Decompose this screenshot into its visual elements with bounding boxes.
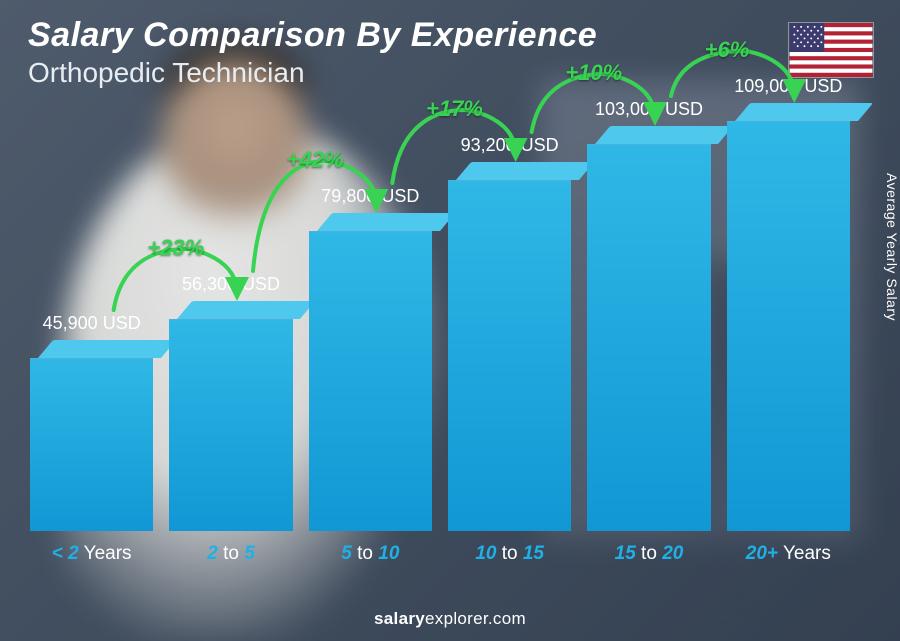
bar-value-label: 109,000 USD: [690, 76, 887, 97]
bar-topcap: [735, 103, 873, 121]
page-title: Salary Comparison By Experience: [28, 16, 597, 55]
bar-topcap: [38, 340, 176, 358]
bar-slot: 45,900 USD< 2 Years: [30, 340, 153, 531]
bar-body: [169, 319, 292, 531]
page-subtitle: Orthopedic Technician: [28, 57, 597, 89]
bar-value-label: 103,000 USD: [550, 99, 747, 120]
bar-topcap: [317, 213, 455, 231]
footer-attribution: salaryexplorer.com: [0, 609, 900, 629]
footer-brand-bold: salary: [374, 609, 425, 628]
footer-brand-rest: explorer.com: [425, 609, 526, 628]
infographic-canvas: Salary Comparison By Experience Orthoped…: [0, 0, 900, 641]
y-axis-label: Average Yearly Salary: [884, 173, 900, 321]
bar-body: [727, 121, 850, 531]
header-block: Salary Comparison By Experience Orthoped…: [28, 16, 597, 89]
bars-row: 45,900 USD< 2 Years56,300 USD2 to 579,80…: [30, 120, 850, 531]
bar-body: [587, 144, 710, 531]
bar-value-label: 56,300 USD: [132, 274, 329, 295]
bar-x-label: 20+ Years: [690, 543, 887, 565]
bar-slot: 109,000 USD20+ Years: [727, 103, 850, 531]
bar-topcap: [595, 126, 733, 144]
bar-value-label: 79,800 USD: [272, 186, 469, 207]
bar-slot: 56,300 USD2 to 5: [169, 301, 292, 531]
bar-slot: 103,000 USD15 to 20: [587, 126, 710, 531]
chart-area: 45,900 USD< 2 Years56,300 USD2 to 579,80…: [30, 120, 850, 561]
bar-slot: 79,800 USD5 to 10: [309, 213, 432, 531]
bar-body: [309, 231, 432, 531]
bar-topcap: [456, 162, 594, 180]
bar-topcap: [177, 301, 315, 319]
bar-slot: 93,200 USD10 to 15: [448, 162, 571, 531]
bar-body: [30, 358, 153, 531]
bar-value-label: 93,200 USD: [411, 135, 608, 156]
bar-value-label: 45,900 USD: [0, 313, 190, 334]
bar-body: [448, 180, 571, 531]
flag-icon: [788, 22, 874, 78]
